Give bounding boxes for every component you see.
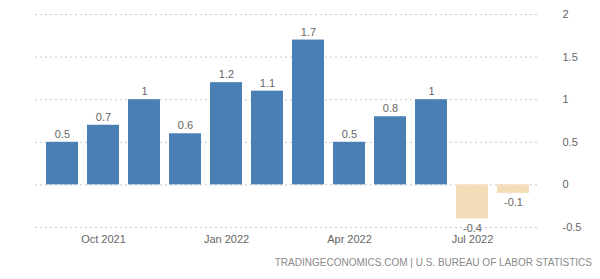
html-text:TRADINGECONOMICS.COM | U.S. BU: TRADINGECONOMICS.COM | U.S. BUREAU OF LA… bbox=[274, 257, 592, 268]
svg-text:-0.5: -0.5 bbox=[563, 221, 582, 233]
svg-text:1: 1 bbox=[141, 85, 147, 97]
svg-text:0.5: 0.5 bbox=[342, 128, 357, 140]
svg-text:0: 0 bbox=[563, 178, 569, 190]
svg-text:1.5: 1.5 bbox=[563, 51, 578, 63]
svg-text:0.5: 0.5 bbox=[55, 128, 70, 140]
svg-text:0.6: 0.6 bbox=[178, 119, 193, 131]
svg-text:Oct 2021: Oct 2021 bbox=[81, 233, 126, 245]
svg-text:1.7: 1.7 bbox=[301, 26, 316, 38]
svg-text:0.7: 0.7 bbox=[96, 111, 111, 123]
svg-text:1: 1 bbox=[563, 93, 569, 105]
svg-text:-0.4: -0.4 bbox=[463, 222, 482, 234]
svg-text:Jul 2022: Jul 2022 bbox=[452, 233, 494, 245]
svg-text:1.2: 1.2 bbox=[219, 68, 234, 80]
svg-text:1: 1 bbox=[428, 85, 434, 97]
svg-text:Apr 2022: Apr 2022 bbox=[327, 233, 372, 245]
svg-text:-0.1: -0.1 bbox=[504, 196, 523, 208]
svg-text:0.8: 0.8 bbox=[383, 102, 398, 114]
svg-text:0.5: 0.5 bbox=[563, 136, 578, 148]
svg-text:2: 2 bbox=[563, 8, 569, 20]
svg-text:1.1: 1.1 bbox=[260, 77, 275, 89]
svg-text:Jan 2022: Jan 2022 bbox=[204, 233, 249, 245]
